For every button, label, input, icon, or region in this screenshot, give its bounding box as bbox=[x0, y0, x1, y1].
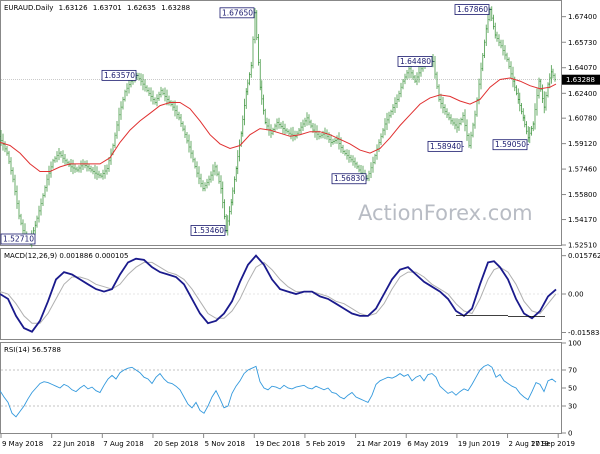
callout-label: 1.58940 bbox=[430, 142, 461, 151]
price-y-tick-label: 1.62400 bbox=[568, 90, 597, 98]
callout-box bbox=[101, 69, 137, 81]
macd-y-tick-label: -0.015834 bbox=[568, 329, 600, 337]
x-tick-label: 2 Aug 2019 bbox=[509, 440, 549, 448]
rsi-layer bbox=[0, 364, 561, 418]
ohlc-high: 1.63701 bbox=[93, 4, 122, 12]
x-tick-label: 22 Jun 2018 bbox=[53, 440, 95, 448]
callout-box bbox=[427, 140, 463, 152]
callout-label: 1.64480 bbox=[400, 57, 431, 66]
price-y-tick-label: 1.54170 bbox=[568, 216, 597, 224]
rsi-y-tick-label: 0 bbox=[568, 430, 572, 438]
macd-signal-line bbox=[0, 261, 557, 324]
x-tick-label: 9 May 2018 bbox=[2, 440, 43, 448]
price-y-tick-label: 1.60780 bbox=[568, 115, 597, 123]
price-y-tick-label: 1.64070 bbox=[568, 64, 597, 72]
callout-label: 1.67650 bbox=[222, 8, 253, 17]
x-tick-label: 20 Sep 2018 bbox=[154, 440, 198, 448]
price-y-tick-label: 1.59120 bbox=[568, 140, 597, 148]
callout-box bbox=[397, 56, 433, 67]
price-title: EURAUD.Daily 1.63126 1.63701 1.62635 1.6… bbox=[4, 4, 190, 12]
last-price-badge bbox=[562, 74, 600, 85]
watermark-text: ActionForex.com bbox=[358, 201, 533, 225]
rsi-y-tick-label: 50 bbox=[568, 385, 577, 393]
price-y-tick-label: 1.57460 bbox=[568, 166, 597, 174]
axis-layer: 1.67400 1.65730 1.64070 1.62400 1.60780 1.591… bbox=[0, 13, 600, 448]
rsi-line bbox=[0, 364, 557, 418]
callout-label: 1.56830 bbox=[334, 174, 365, 183]
price-y-tick-label: 1.52510 bbox=[568, 242, 597, 250]
ohlc-close: 1.63288 bbox=[161, 4, 190, 12]
x-tick-label: 19 Dec 2018 bbox=[255, 440, 300, 448]
price-y-tick-label: 1.65730 bbox=[568, 39, 597, 47]
timeframe-label: Daily bbox=[36, 4, 54, 12]
x-tick-label: 7 Aug 2018 bbox=[103, 440, 143, 448]
macd-title: MACD(12,26,9) 0.001886 0.000105 bbox=[4, 252, 128, 260]
x-tick-label: 5 Feb 2019 bbox=[306, 440, 345, 448]
callout-box bbox=[219, 7, 255, 19]
macd-y-tick-label: 0.00 bbox=[568, 291, 584, 299]
rsi-y-tick-label: 30 bbox=[568, 403, 577, 411]
x-tick-label: 5 Nov 2018 bbox=[205, 440, 245, 448]
symbol-label: EURAUD bbox=[4, 4, 33, 12]
ohlc-low: 1.62635 bbox=[127, 4, 156, 12]
x-tick-label: 19 Jun 2019 bbox=[458, 440, 500, 448]
moving-average-line bbox=[0, 77, 557, 172]
x-tick-label: 6 May 2019 bbox=[407, 440, 448, 448]
callout-label: 1.52710 bbox=[3, 235, 34, 244]
callout-box bbox=[454, 4, 490, 15]
rsi-title: RSI(14) 56.5788 bbox=[4, 346, 61, 354]
x-tick-label: 17 Sep 2019 bbox=[531, 440, 575, 448]
callout-box bbox=[492, 139, 528, 151]
last-price-label: 1.63288 bbox=[566, 76, 595, 84]
callout-label: 1.63570 bbox=[104, 71, 135, 80]
rsi-y-tick-label: 70 bbox=[568, 367, 577, 375]
price-y-tick-label: 1.55800 bbox=[568, 191, 597, 199]
callout-label: 1.67860 bbox=[457, 5, 488, 14]
macd-y-tick-label: 0.015762 bbox=[568, 252, 600, 260]
price-layer: 1.52710 1.63570 1.53460 1.67650 1.56830 1.644… bbox=[0, 4, 561, 248]
ohlc-open: 1.63126 bbox=[59, 4, 88, 12]
symbol-separator: . bbox=[33, 4, 35, 12]
macd-line bbox=[0, 254, 557, 333]
callout-box bbox=[0, 233, 36, 245]
callout-label: 1.53460 bbox=[193, 226, 224, 235]
rsi-y-tick-label: 100 bbox=[568, 340, 581, 348]
price-y-tick-label: 1.67400 bbox=[568, 13, 597, 21]
callout-box bbox=[190, 225, 226, 236]
x-tick-label: 21 Mar 2019 bbox=[357, 440, 401, 448]
callout-label: 1.59050 bbox=[495, 140, 526, 149]
callout-box bbox=[331, 173, 367, 185]
macd-layer bbox=[0, 254, 561, 333]
